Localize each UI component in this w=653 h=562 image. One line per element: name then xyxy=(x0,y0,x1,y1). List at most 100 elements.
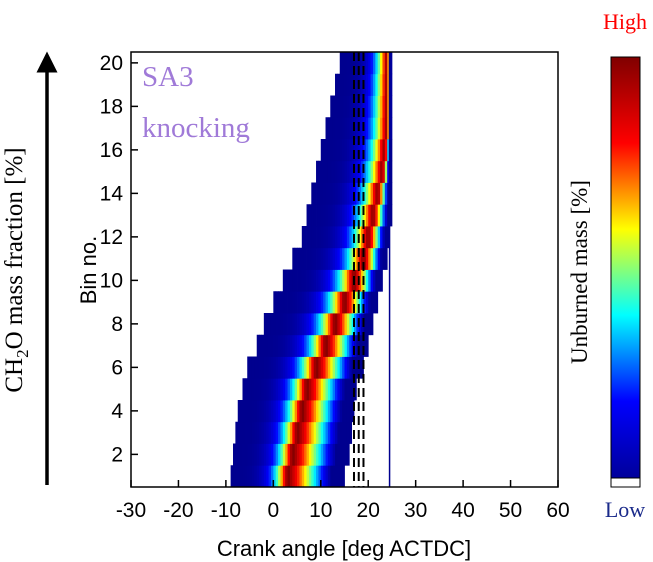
heatmap-cell xyxy=(377,139,381,162)
heatmap-cell xyxy=(339,443,343,466)
heatmap-cell xyxy=(306,313,310,336)
heatmap-cell xyxy=(242,465,246,487)
heatmap-cell xyxy=(372,182,376,205)
heatmap-cell xyxy=(311,182,315,205)
heatmap-cell xyxy=(235,465,239,487)
heatmap-cell xyxy=(344,95,348,118)
heatmap-cell xyxy=(306,247,310,270)
heatmap-cell xyxy=(237,421,241,444)
heatmap-cell xyxy=(332,247,336,270)
heatmap-cell xyxy=(311,356,315,379)
heatmap-cell xyxy=(349,139,353,162)
heatmap-cell xyxy=(316,378,319,401)
heatmap-cell xyxy=(301,465,305,487)
heatmap-cell xyxy=(382,52,386,75)
heatmap-cell xyxy=(349,313,353,336)
heatmap-cell xyxy=(380,182,383,205)
heatmap-cell xyxy=(339,465,343,487)
heatmap-cell xyxy=(380,95,383,118)
heatmap-cell xyxy=(337,291,341,314)
heatmap-cell xyxy=(363,269,367,292)
heatmap-cell xyxy=(344,443,348,466)
heatmap-cell xyxy=(249,465,253,487)
heatmap-cell xyxy=(344,52,348,75)
heatmap-cell xyxy=(346,226,350,249)
heatmap-cell xyxy=(287,313,291,336)
heatmap-cell xyxy=(384,139,388,162)
heatmap-cell xyxy=(301,226,305,249)
heatmap-cell xyxy=(349,204,353,227)
heatmap-cell xyxy=(356,291,360,314)
heatmap-cell xyxy=(358,226,362,249)
heatmap-cell xyxy=(287,443,291,466)
heatmap-cell xyxy=(370,269,374,292)
y-tick-label: 6 xyxy=(111,356,123,379)
heatmap-cell xyxy=(297,356,300,379)
heatmap-cell xyxy=(287,291,291,314)
x-ticks: -30 -20 -10 0 10 20 30 40 50 60 xyxy=(116,480,570,522)
heatmap-cell xyxy=(337,313,341,336)
heatmap-cell xyxy=(375,73,379,96)
heatmap-cell xyxy=(268,313,272,336)
heatmap-cell xyxy=(346,378,350,401)
heatmap-cell xyxy=(370,117,374,140)
heatmap-cell xyxy=(349,269,353,292)
heatmap-cell xyxy=(282,269,286,292)
heatmap-cell xyxy=(266,443,269,466)
heatmap-cell xyxy=(363,334,367,357)
heatmap-cell xyxy=(327,247,331,270)
heatmap-cell xyxy=(335,356,338,379)
heatmap-cell xyxy=(353,269,357,292)
heatmap-cell xyxy=(372,204,376,227)
heatmap-cell xyxy=(254,356,258,379)
heatmap-cell xyxy=(259,334,262,357)
heatmap-cell xyxy=(344,204,348,227)
heatmap-cell xyxy=(292,269,296,292)
heatmap-cell xyxy=(337,160,341,183)
heatmap-cell xyxy=(275,334,279,357)
heatmap-cell xyxy=(380,139,383,162)
heatmap-cell xyxy=(327,291,331,314)
heatmap-cell xyxy=(387,182,390,205)
heatmap-cell xyxy=(297,465,300,487)
heatmap-cell xyxy=(361,247,364,270)
heatmap-cell xyxy=(289,400,293,423)
heatmap-cell xyxy=(365,139,369,162)
heatmap-cell xyxy=(327,443,331,466)
heatmap-cell xyxy=(353,52,357,75)
heatmap-cell xyxy=(306,226,310,249)
colorbar: High Low Unburned mass [%] xyxy=(567,9,647,522)
heatmap-cell xyxy=(375,160,379,183)
heatmap-cell xyxy=(316,421,319,444)
heatmap-cell xyxy=(285,443,288,466)
heatmap-cell xyxy=(261,465,265,487)
heatmap-cell xyxy=(292,465,296,487)
plot-marks xyxy=(352,52,391,487)
heatmap-cell xyxy=(351,400,355,423)
heatmap-cell xyxy=(335,269,338,292)
heatmap-cell xyxy=(244,378,248,401)
heatmap-cell xyxy=(346,313,350,336)
heatmap-cell xyxy=(311,204,315,227)
heatmap-cell xyxy=(278,291,281,314)
heatmap-cell xyxy=(344,160,348,183)
heatmap-cell xyxy=(292,247,296,270)
heatmap-cell xyxy=(323,247,326,270)
heatmap-cell xyxy=(377,204,381,227)
heatmap-cell xyxy=(349,291,353,314)
heatmap-cell xyxy=(233,465,236,487)
heatmap-cell xyxy=(299,313,303,336)
heatmap-cell xyxy=(280,313,284,336)
heatmap-cell xyxy=(339,160,343,183)
heatmap-cell xyxy=(316,313,319,336)
heatmap-cell xyxy=(332,443,336,466)
heatmap-cell xyxy=(380,73,383,96)
y-tick-label: 12 xyxy=(100,226,123,249)
heatmap-cell xyxy=(313,334,317,357)
heatmap-bin-1 xyxy=(230,465,345,487)
heatmap-cell xyxy=(273,291,277,314)
heatmap-cell xyxy=(320,269,324,292)
heatmap-bin-12 xyxy=(301,226,390,249)
heatmap-cell xyxy=(282,356,286,379)
heatmap-cell xyxy=(318,226,322,249)
